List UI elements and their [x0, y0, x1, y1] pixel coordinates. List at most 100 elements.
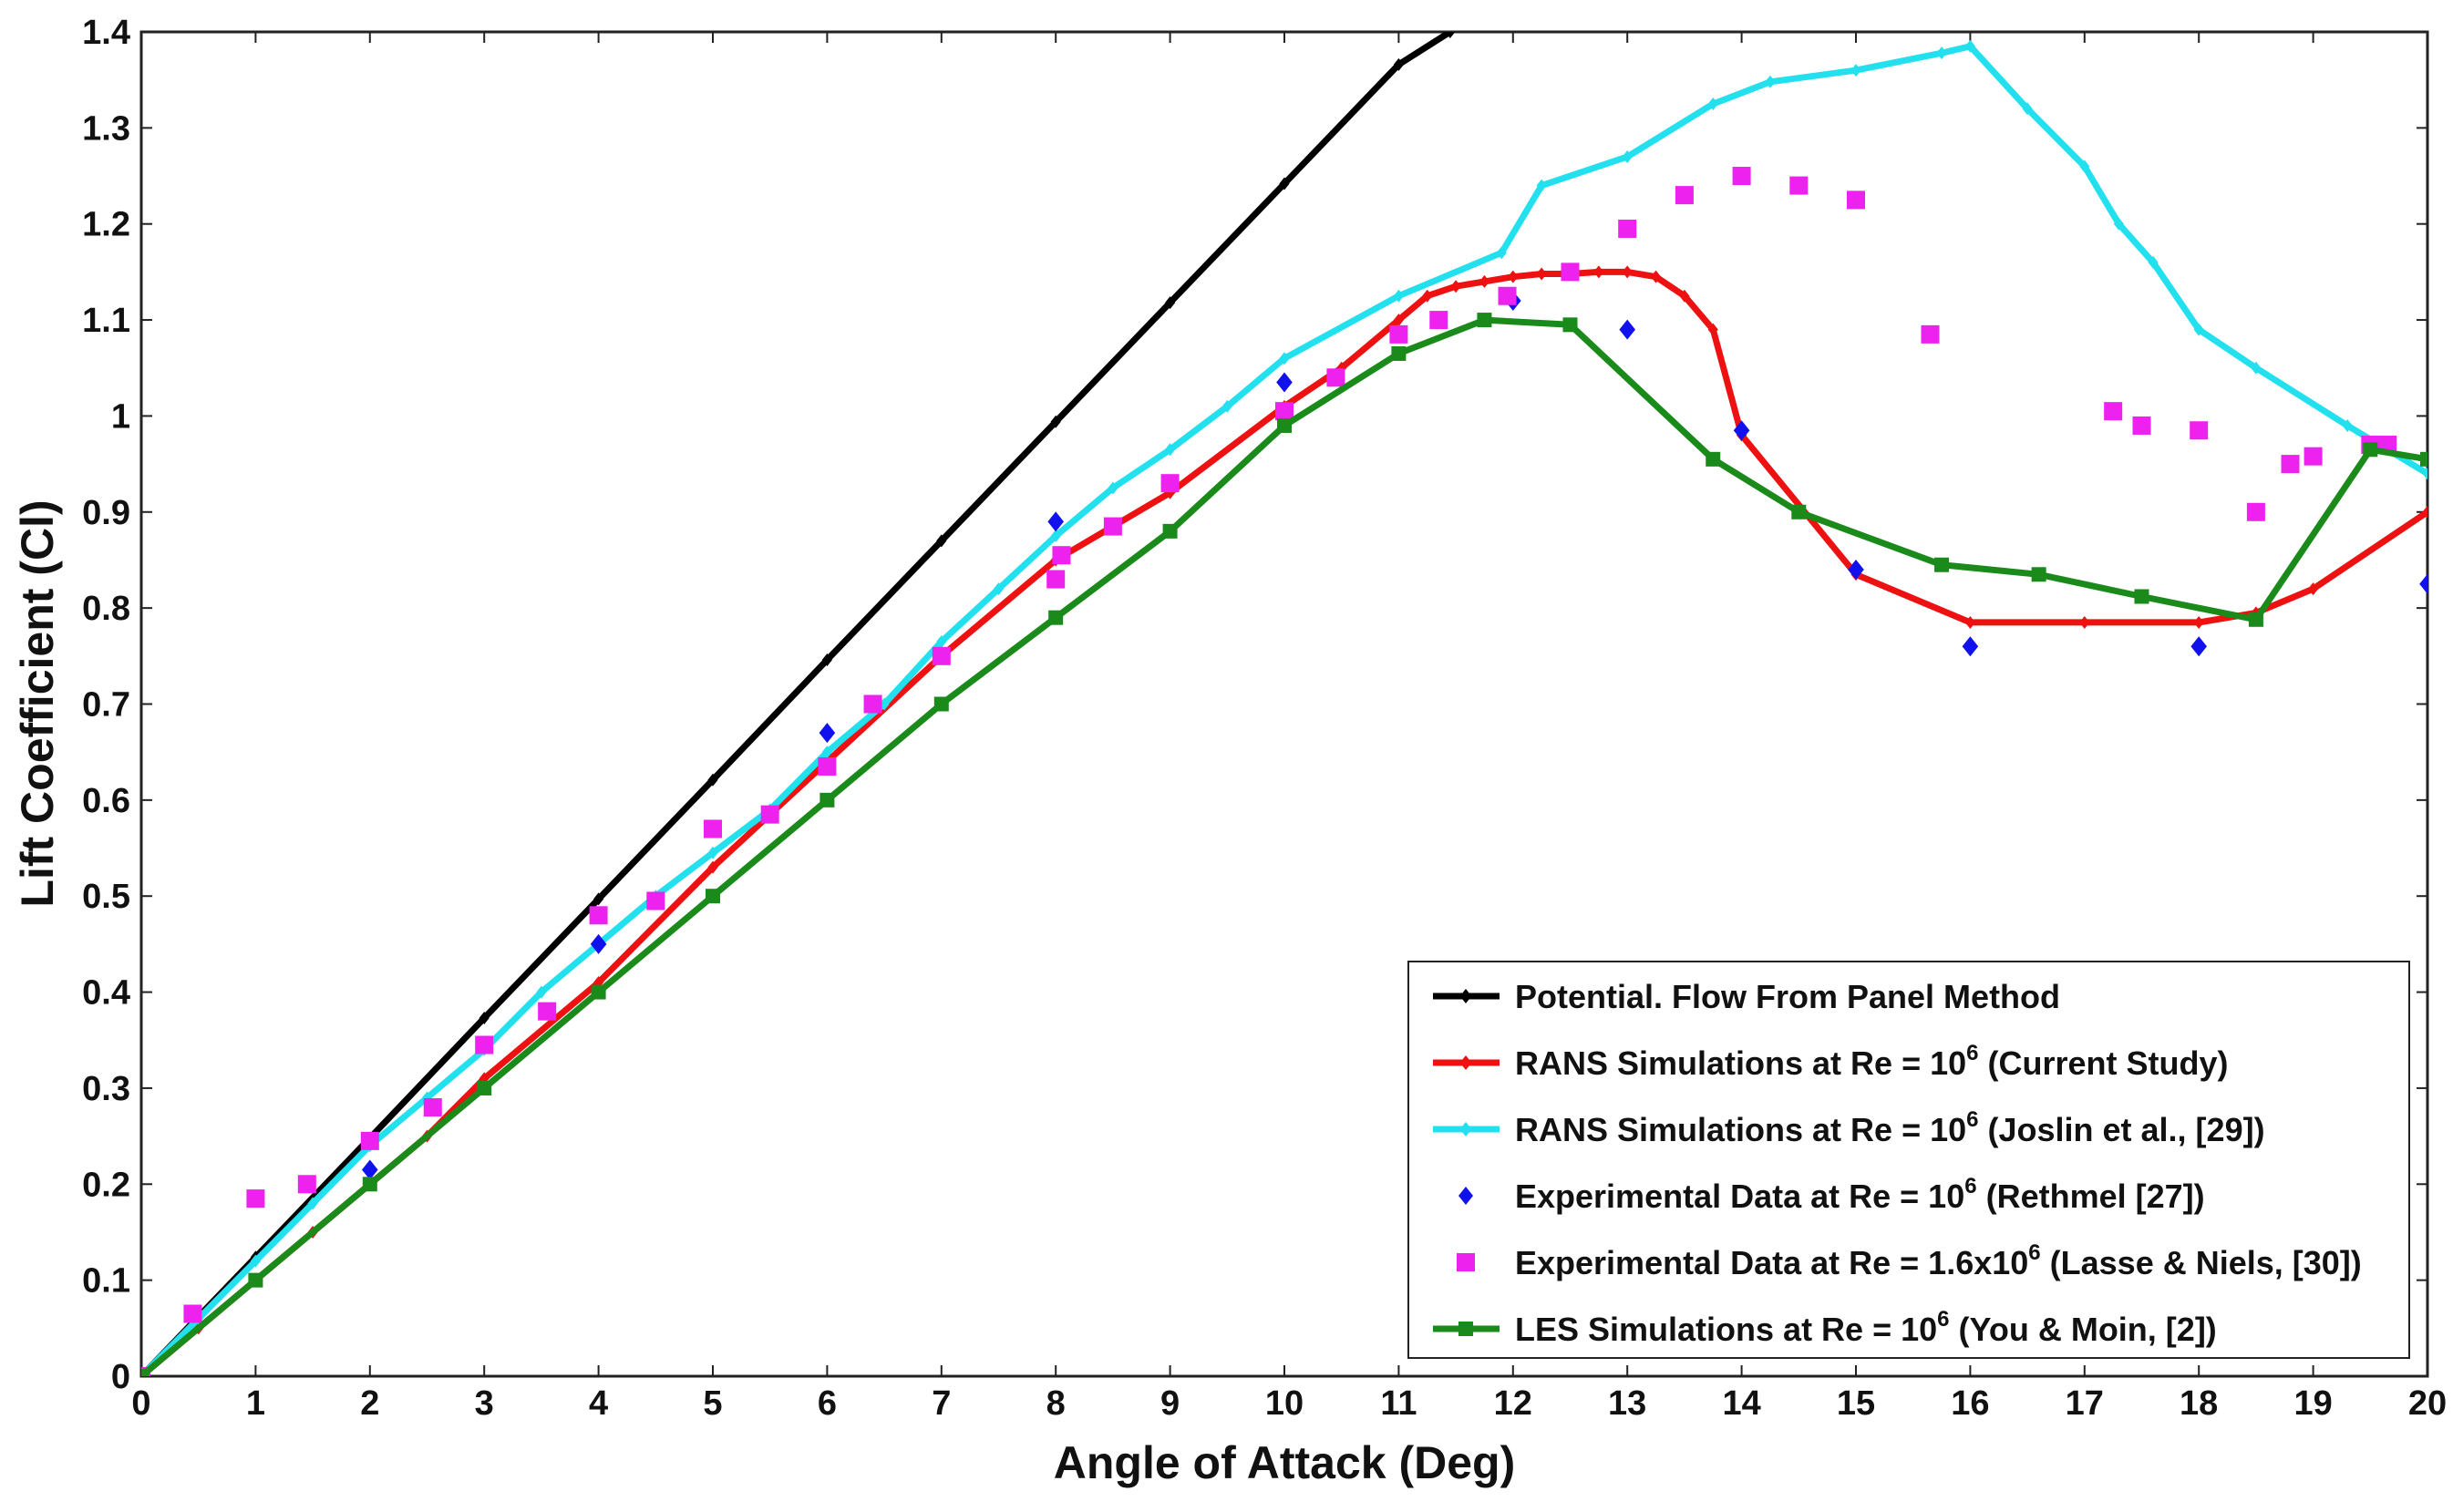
x-tick-label: 4	[589, 1384, 608, 1423]
data-point	[1162, 523, 1178, 539]
x-tick-label: 7	[932, 1384, 951, 1423]
data-point	[706, 889, 720, 904]
y-tick-label: 1.1	[82, 302, 130, 340]
data-point	[1964, 615, 1975, 629]
y-tick-label: 0.4	[82, 974, 130, 1013]
data-point	[2079, 615, 2090, 629]
data-point	[821, 746, 832, 759]
data-point	[1732, 167, 1751, 186]
data-point	[707, 846, 718, 859]
series-line	[141, 316, 2427, 1376]
x-tick-label: 5	[703, 1384, 722, 1423]
legend-item: Experimental Data at Re = 1.6x106 (Lasse…	[1457, 1240, 2362, 1281]
data-point	[2132, 416, 2151, 435]
legend-label-superscript: 6	[1964, 1174, 1976, 1198]
data-point	[2113, 217, 2125, 231]
data-point	[2248, 612, 2263, 627]
data-point	[1275, 402, 1293, 421]
x-tick-label: 15	[1837, 1384, 1875, 1423]
data-point	[1498, 286, 1517, 305]
data-point	[1050, 530, 1061, 543]
data-point	[1103, 517, 1122, 536]
legend-label-text: LES Simulations at Re = 10	[1515, 1311, 1937, 1348]
data-point	[141, 1369, 149, 1376]
data-point	[2190, 636, 2207, 657]
data-point	[936, 635, 947, 649]
data-point	[475, 1035, 494, 1054]
legend-label-text: (Lasse & Niels, [30])	[2041, 1244, 2362, 1281]
data-point	[1618, 219, 1637, 238]
data-point	[2422, 505, 2427, 519]
data-point	[2104, 402, 2123, 421]
data-point	[1429, 311, 1448, 330]
data-point	[2193, 615, 2204, 629]
legend-item: LES Simulations at Re = 106 (You & Moin,…	[1433, 1307, 2217, 1348]
data-point	[821, 653, 832, 667]
legend-label: LES Simulations at Re = 106 (You & Moin,…	[1515, 1307, 2217, 1348]
data-point	[2304, 447, 2323, 466]
data-point	[1622, 265, 1633, 279]
data-point	[589, 906, 608, 925]
y-tick-label: 0.9	[82, 494, 130, 532]
legend-label-superscript: 6	[2028, 1240, 2040, 1265]
legend-label-superscript: 6	[1937, 1307, 1949, 1332]
data-point	[1962, 636, 1979, 657]
legend-box	[1407, 961, 2410, 1359]
y-tick-label: 0	[111, 1358, 130, 1396]
data-point	[936, 534, 947, 548]
data-point	[1562, 317, 1578, 333]
data-point	[760, 805, 779, 824]
y-tick-label: 1.2	[82, 206, 130, 244]
data-point	[1389, 324, 1408, 344]
data-point	[1393, 289, 1404, 303]
data-point	[2419, 573, 2427, 594]
data-point	[1707, 98, 1718, 111]
data-point	[932, 646, 951, 665]
legend-label-text: RANS Simulations at Re = 10	[1515, 1044, 1966, 1082]
legend-label: Experimental Data at Re = 1.6x106 (Lasse…	[1515, 1240, 2362, 1281]
data-point	[1765, 75, 1776, 88]
data-point	[250, 1254, 261, 1268]
legend-label-text: (You & Moin, [2])	[1950, 1311, 2217, 1348]
y-tick-label: 0.6	[82, 782, 130, 820]
y-axis-label: Lift Coefficient (Cl)	[12, 499, 63, 907]
data-point	[360, 1131, 379, 1150]
x-tick-label: 0	[131, 1384, 150, 1423]
legend-item: RANS Simulations at Re = 106 (Joslin et …	[1433, 1107, 2265, 1148]
data-point	[2251, 361, 2262, 375]
data-point	[1108, 481, 1118, 495]
series-5	[141, 313, 2427, 1376]
legend-label: Experimental Data at Re = 106 (Rethmel […	[1515, 1174, 2205, 1215]
data-point	[362, 1177, 377, 1192]
legend-label-text: (Joslin et al., [29])	[1979, 1111, 2265, 1148]
data-point	[1393, 57, 1404, 71]
data-point	[1679, 289, 1690, 303]
x-tick-label: 20	[2408, 1384, 2447, 1423]
x-tick-label: 16	[1951, 1384, 1989, 1423]
x-tick-label: 19	[2293, 1384, 2332, 1423]
data-point	[1934, 557, 1950, 572]
data-point	[2190, 421, 2209, 440]
x-tick-label: 13	[1608, 1384, 1646, 1423]
y-tick-label: 0.3	[82, 1070, 130, 1108]
legend-item: Potential. Flow From Panel Method	[1433, 978, 2060, 1015]
data-point	[863, 694, 882, 714]
series-line	[141, 43, 2427, 1376]
data-point	[1047, 511, 1064, 532]
x-tick-label: 9	[1160, 1384, 1180, 1423]
data-point	[423, 1098, 442, 1116]
legend-label-text: (Current Study)	[1979, 1044, 2229, 1082]
legend-label: RANS Simulations at Re = 106 (Joslin et …	[1515, 1107, 2265, 1148]
data-point	[1789, 176, 1809, 195]
data-point	[1048, 610, 1064, 625]
x-tick-label: 18	[2180, 1384, 2218, 1423]
data-point	[1477, 313, 1492, 328]
data-point	[1445, 32, 1456, 38]
data-point	[1496, 246, 1507, 260]
legend-marker-swatch	[1459, 989, 1472, 1003]
data-point	[1707, 323, 1718, 336]
data-point	[2246, 502, 2265, 521]
y-tick-label: 0.7	[82, 686, 130, 725]
data-point	[1706, 451, 1721, 467]
x-tick-label: 2	[360, 1384, 379, 1423]
